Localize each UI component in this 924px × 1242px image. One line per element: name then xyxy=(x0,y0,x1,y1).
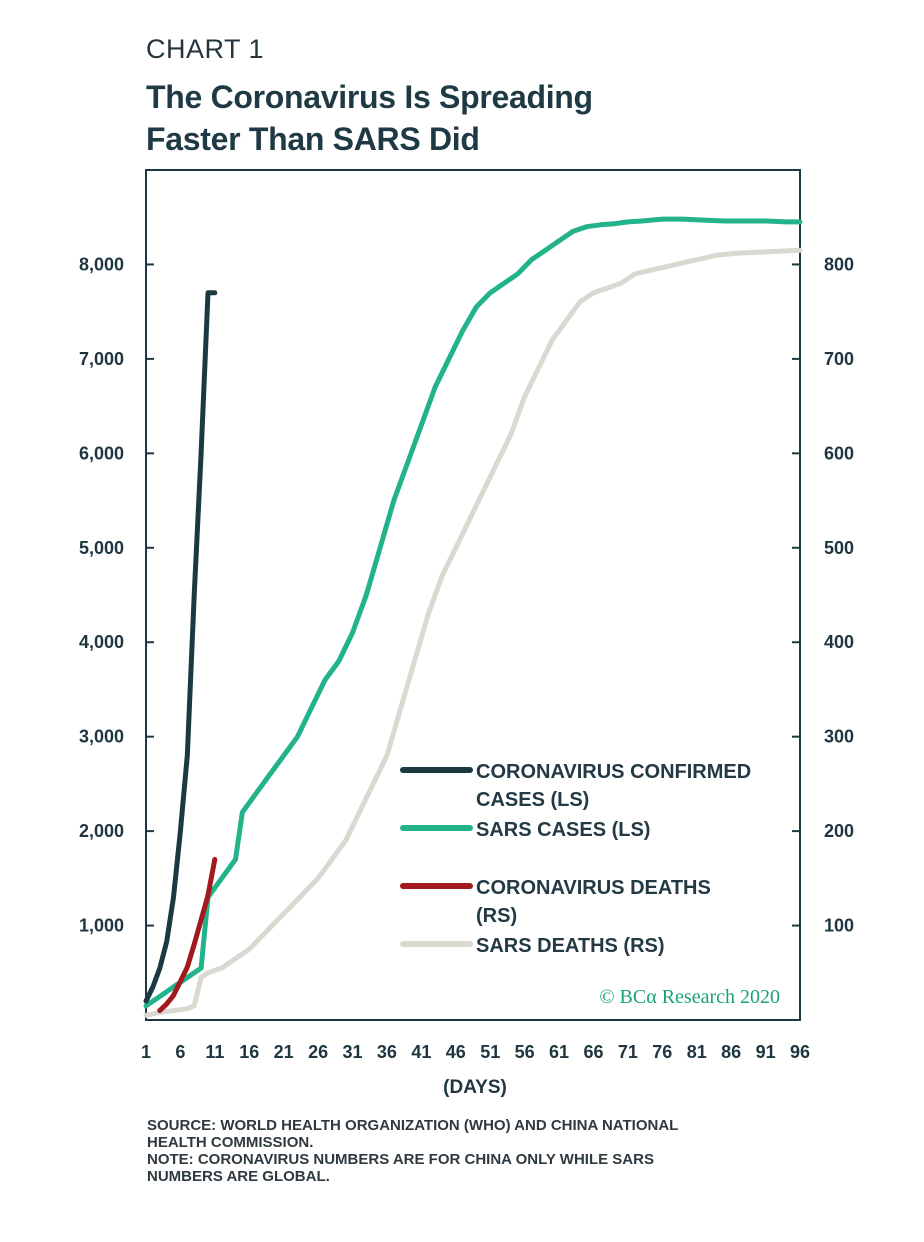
x-axis-tick-label: 76 xyxy=(652,1042,672,1062)
x-axis-tick-label: 26 xyxy=(308,1042,328,1062)
x-axis-tick-label: 31 xyxy=(343,1042,363,1062)
right-axis-tick-label: 500 xyxy=(824,538,854,558)
x-axis-tick-label: 71 xyxy=(618,1042,638,1062)
source-line-2: HEALTH COMMISSION. xyxy=(147,1134,314,1151)
legend-label: SARS CASES (LS) xyxy=(476,819,650,841)
x-axis-tick-label: 66 xyxy=(583,1042,603,1062)
series-line xyxy=(143,247,803,1018)
left-axis-tick-label: 2,000 xyxy=(79,821,124,841)
x-axis-tick-label: 96 xyxy=(790,1042,810,1062)
right-axis-tick-label: 100 xyxy=(824,916,854,936)
chart-title: The Coronavirus Is Spreading Faster Than… xyxy=(146,76,706,160)
chart-number-label: CHART 1 xyxy=(146,34,265,64)
left-axis-tick-label: 1,000 xyxy=(79,916,124,936)
left-axis-tick-label: 3,000 xyxy=(79,727,124,747)
plot-frame xyxy=(145,169,801,1021)
chart-title-line-2: Faster Than SARS Did xyxy=(146,121,480,157)
x-axis-tick-label: 11 xyxy=(205,1042,224,1062)
series-line xyxy=(157,856,218,1014)
series-line xyxy=(143,216,803,1009)
left-axis-tick-label: 7,000 xyxy=(79,349,124,369)
right-axis-tick-label: 700 xyxy=(824,349,854,369)
x-axis-tick-label: 6 xyxy=(175,1042,185,1062)
right-axis-tick-label: 600 xyxy=(824,443,854,463)
x-axis-tick-label: 61 xyxy=(549,1042,569,1062)
x-axis-tick-label: 86 xyxy=(721,1042,741,1062)
x-axis-tick-label: 21 xyxy=(274,1042,294,1062)
legend-label: (RS) xyxy=(476,905,517,927)
x-axis-tick-label: 1 xyxy=(141,1042,151,1062)
note-line-2: NUMBERS ARE GLOBAL. xyxy=(147,1168,330,1185)
left-axis-tick-label: 6,000 xyxy=(79,443,124,463)
right-axis-tick-label: 400 xyxy=(824,632,854,652)
x-axis-tick-label: 91 xyxy=(756,1042,776,1062)
source-notes: SOURCE: WORLD HEALTH ORGANIZATION (WHO) … xyxy=(147,1117,827,1185)
x-axis-tick-label: 46 xyxy=(446,1042,466,1062)
right-axis-tick-label: 800 xyxy=(824,254,854,274)
right-axis-tick-label: 300 xyxy=(824,727,854,747)
note-line-1: NOTE: CORONAVIRUS NUMBERS ARE FOR CHINA … xyxy=(147,1151,654,1168)
x-axis-tick-label: 36 xyxy=(377,1042,397,1062)
right-axis-tick-label: 200 xyxy=(824,821,854,841)
legend-label: SARS DEATHS (RS) xyxy=(476,935,665,957)
x-axis-tick-label: 16 xyxy=(239,1042,259,1062)
left-axis-tick-label: 4,000 xyxy=(79,632,124,652)
x-axis-tick-label: 51 xyxy=(480,1042,500,1062)
copyright-annotation: © BCα Research 2020 xyxy=(599,986,780,1008)
left-axis-tick-label: 5,000 xyxy=(79,538,124,558)
source-line-1: SOURCE: WORLD HEALTH ORGANIZATION (WHO) … xyxy=(147,1117,679,1134)
legend-label: CORONAVIRUS CONFIRMED xyxy=(476,761,751,783)
left-axis-tick-label: 8,000 xyxy=(79,254,124,274)
series-line xyxy=(143,290,218,1004)
legend-label: CASES (LS) xyxy=(476,789,589,811)
x-axis-tick-label: 81 xyxy=(687,1042,707,1062)
chart-title-line-1: The Coronavirus Is Spreading xyxy=(146,79,593,115)
x-axis-tick-label: 56 xyxy=(515,1042,535,1062)
x-axis-label: (DAYS) xyxy=(443,1077,507,1098)
x-axis-tick-label: 41 xyxy=(411,1042,431,1062)
legend-label: CORONAVIRUS DEATHS xyxy=(476,877,711,899)
